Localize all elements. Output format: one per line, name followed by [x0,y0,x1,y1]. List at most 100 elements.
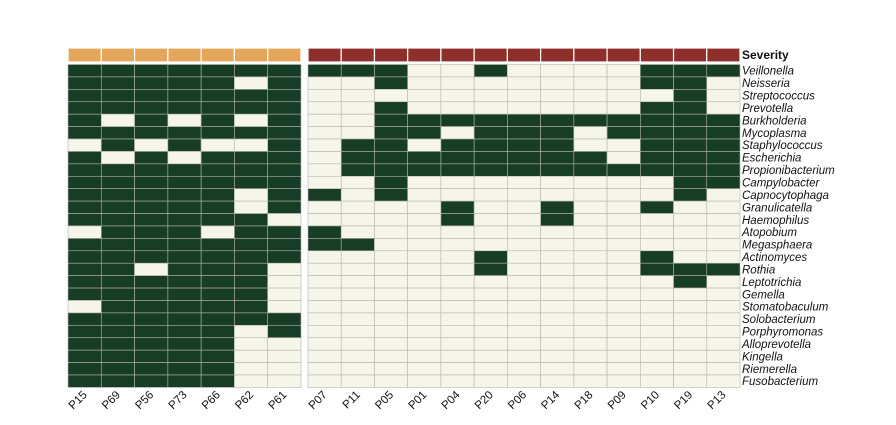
cell-riemerella-p04 [440,362,475,376]
cell-kingella-p05 [374,349,408,363]
cell-actinomyces-p61 [267,250,302,264]
cell-mycoplasma-p13 [706,126,741,140]
cell-veillonella-p56 [134,64,169,78]
cell-fusobacterium-p20 [473,374,508,388]
cell-atopobium-p01 [407,225,442,239]
cell-staphylococcus-p61 [267,138,302,152]
cell-propionibacterium-p01 [407,163,442,177]
cell-escherichia-p73 [167,151,202,165]
cell-kingella-p66 [200,349,235,363]
cell-porphyromonas-p01 [407,325,442,339]
cell-veillonella-p20 [473,64,508,78]
cell-solobacterium-p73 [167,312,202,326]
cell-capnocytophaga-p06 [507,188,541,202]
cell-capnocytophaga-p73 [167,188,202,202]
cell-propionibacterium-p09 [606,163,641,177]
cell-veillonella-p73 [167,64,202,78]
cell-haemophilus-p62 [234,213,269,227]
cell-escherichia-p19 [673,151,708,165]
cell-burkholderia-p69 [100,113,135,127]
cell-neisseria-p20 [473,76,508,90]
cell-stomatobaculum-p20 [473,300,508,314]
cell-staphylococcus-p05 [374,138,408,152]
cell-leptotrichia-p04 [440,275,475,289]
cell-leptotrichia-p10 [640,275,674,289]
cell-riemerella-p15 [67,362,102,376]
cell-atopobium-p73 [167,225,202,239]
cell-rothia-p05 [374,262,408,276]
cell-neisseria-p07 [307,76,342,90]
cell-fusobacterium-p07 [307,374,342,388]
cell-staphylococcus-p56 [134,138,169,152]
cell-gemella-p04 [440,287,475,301]
cell-haemophilus-p06 [507,213,541,227]
cell-prevotella-p05 [374,101,408,115]
cell-campylobacter-p14 [540,175,575,189]
cell-atopobium-p18 [573,225,608,239]
cell-solobacterium-p18 [573,312,608,326]
row-label-capnocytophaga: Capnocytophaga [742,190,829,202]
cell-fusobacterium-p18 [573,374,608,388]
cell-porphyromonas-p11 [340,325,375,339]
row-label-haemophilus: Haemophilus [742,215,809,227]
cell-megasphaera-p20 [473,238,508,252]
cell-leptotrichia-p69 [100,275,135,289]
cell-prevotella-p01 [407,101,442,115]
severity-severe-P13 [706,47,741,63]
cell-streptococcus-p19 [673,89,708,103]
cell-gemella-p62 [234,287,269,301]
cell-stomatobaculum-p06 [507,300,541,314]
cell-capnocytophaga-p20 [473,188,508,202]
cell-leptotrichia-p09 [606,275,641,289]
cell-kingella-p09 [606,349,641,363]
cell-staphylococcus-p07 [307,138,342,152]
cell-campylobacter-p15 [67,175,102,189]
severity-mild-P62 [233,47,269,63]
cell-gemella-p11 [340,287,375,301]
row-label-megasphaera: Megasphaera [742,240,812,252]
cell-alloprevotella-p19 [673,337,708,351]
row-label-neisseria: Neisseria [742,78,790,90]
cell-actinomyces-p13 [706,250,741,264]
cell-neisseria-p06 [507,76,541,90]
cell-rothia-p69 [100,262,135,276]
cell-porphyromonas-p18 [573,325,608,339]
row-label-rothia: Rothia [742,264,775,276]
cell-actinomyces-p20 [473,250,508,264]
cell-gemella-p09 [606,287,641,301]
severity-severe-P07 [307,47,342,63]
cell-kingella-p10 [640,349,674,363]
cell-actinomyces-p09 [606,250,641,264]
cell-mycoplasma-p01 [407,126,442,140]
cell-alloprevotella-p11 [340,337,375,351]
cell-streptococcus-p18 [573,89,608,103]
cell-veillonella-p10 [640,64,674,78]
cell-megasphaera-p61 [267,238,302,252]
cell-capnocytophaga-p15 [67,188,102,202]
cell-escherichia-p14 [540,151,575,165]
row-label-escherichia: Escherichia [742,153,801,165]
cell-haemophilus-p19 [673,213,708,227]
cell-mycoplasma-p20 [473,126,508,140]
cell-escherichia-p18 [573,151,608,165]
cell-solobacterium-p15 [67,312,102,326]
cell-propionibacterium-p15 [67,163,102,177]
severity-mild-P66 [200,47,236,63]
cell-mycoplasma-p18 [573,126,608,140]
row-label-mycoplasma: Mycoplasma [742,128,807,140]
cell-rothia-p62 [234,262,269,276]
col-label-p18: P18 [573,389,596,412]
severity-mild-P15 [67,47,102,63]
cell-actinomyces-p62 [234,250,269,264]
cell-megasphaera-p14 [540,238,575,252]
cell-campylobacter-p66 [200,175,235,189]
cell-gemella-p61 [267,287,302,301]
cell-alloprevotella-p18 [573,337,608,351]
cell-megasphaera-p09 [606,238,641,252]
cell-capnocytophaga-p66 [200,188,235,202]
cell-prevotella-p11 [340,101,375,115]
cell-capnocytophaga-p09 [606,188,641,202]
cell-staphylococcus-p73 [167,138,202,152]
cell-solobacterium-p06 [507,312,541,326]
cell-atopobium-p61 [267,225,302,239]
